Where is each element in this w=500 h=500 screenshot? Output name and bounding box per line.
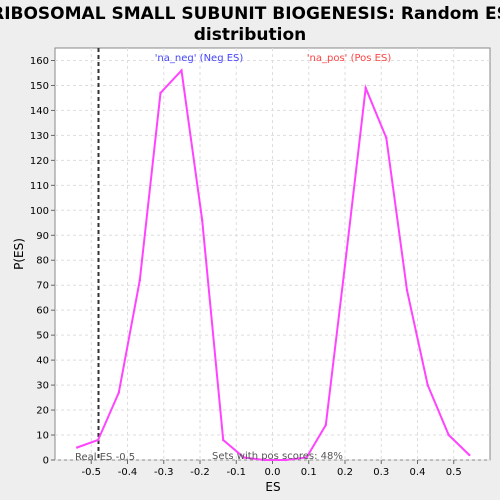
y-axis: 0 10 20 30 40 50 60 70 80 90 100 110 120 130 140 150 160 bbox=[30, 56, 55, 467]
data-point bbox=[343, 264, 347, 267]
y-tick-label: 70 bbox=[36, 281, 49, 292]
chart-title-line-2: distribution bbox=[194, 25, 306, 45]
data-point bbox=[75, 446, 79, 449]
y-tick-label: 90 bbox=[36, 231, 49, 242]
data-point bbox=[364, 86, 367, 90]
x-axis: -0.5 -0.4 -0.3 -0.2 -0.1 0.0 0.1 0.2 0.3 0.4 0.5 bbox=[81, 460, 462, 478]
data-point bbox=[138, 279, 142, 282]
data-point bbox=[447, 433, 450, 437]
pos-scores-label: Sets with pos scores: 48% bbox=[212, 451, 343, 462]
pos-es-label: 'na_pos' (Pos ES) bbox=[307, 53, 392, 64]
y-axis-label: P(ES) bbox=[12, 238, 26, 270]
data-point bbox=[159, 91, 162, 95]
x-tick-label: -0.3 bbox=[154, 467, 174, 478]
x-tick-label: -0.1 bbox=[226, 467, 246, 478]
x-axis-label: ES bbox=[265, 480, 280, 494]
y-tick-label: 30 bbox=[36, 381, 49, 392]
y-tick-label: 160 bbox=[30, 56, 49, 67]
y-tick-label: 40 bbox=[36, 356, 49, 367]
y-tick-label: 10 bbox=[36, 431, 49, 442]
y-tick-label: 140 bbox=[30, 106, 49, 117]
x-tick-label: -0.5 bbox=[81, 467, 101, 478]
series-points bbox=[75, 69, 471, 462]
data-point bbox=[180, 69, 183, 72]
data-point bbox=[200, 219, 204, 222]
x-tick-label: 0.3 bbox=[373, 467, 389, 478]
x-tick-label: 0.5 bbox=[446, 467, 462, 478]
y-tick-label: 50 bbox=[36, 331, 49, 342]
y-tick-label: 80 bbox=[36, 256, 49, 267]
data-point bbox=[385, 136, 388, 140]
data-point bbox=[426, 383, 429, 387]
y-tick-label: 120 bbox=[30, 156, 49, 167]
data-point bbox=[222, 438, 225, 442]
x-tick-label: -0.2 bbox=[190, 467, 210, 478]
y-tick-label: 150 bbox=[30, 81, 49, 92]
series-line bbox=[76, 68, 470, 461]
x-tick-label: 0.4 bbox=[410, 467, 426, 478]
x-tick-label: 0.2 bbox=[337, 467, 353, 478]
x-tick-label: 0.1 bbox=[301, 467, 317, 478]
x-tick-label: -0.4 bbox=[118, 467, 138, 478]
y-tick-label: 100 bbox=[30, 206, 49, 217]
chart-title-line-1: RIBOSOMAL SMALL SUBUNIT BIOGENESIS: Rand… bbox=[0, 4, 500, 24]
data-point bbox=[468, 453, 471, 457]
y-tick-label: 0 bbox=[43, 456, 49, 467]
real-es-label: Real ES -0.5 bbox=[75, 452, 135, 463]
y-tick-label: 110 bbox=[30, 181, 49, 192]
data-point bbox=[305, 456, 308, 459]
data-point bbox=[324, 423, 327, 427]
y-tick-label: 130 bbox=[30, 131, 49, 142]
data-point bbox=[242, 456, 246, 459]
y-tick-label: 60 bbox=[36, 306, 49, 317]
data-point bbox=[117, 391, 121, 394]
y-tick-label: 20 bbox=[36, 406, 49, 417]
grid-lines bbox=[55, 48, 490, 461]
data-point bbox=[405, 289, 409, 292]
data-point bbox=[96, 438, 100, 442]
x-tick-label: 0.0 bbox=[265, 467, 281, 478]
data-point bbox=[263, 458, 267, 462]
data-point bbox=[284, 458, 288, 462]
neg-es-label: 'na_neg' (Neg ES) bbox=[155, 53, 244, 64]
